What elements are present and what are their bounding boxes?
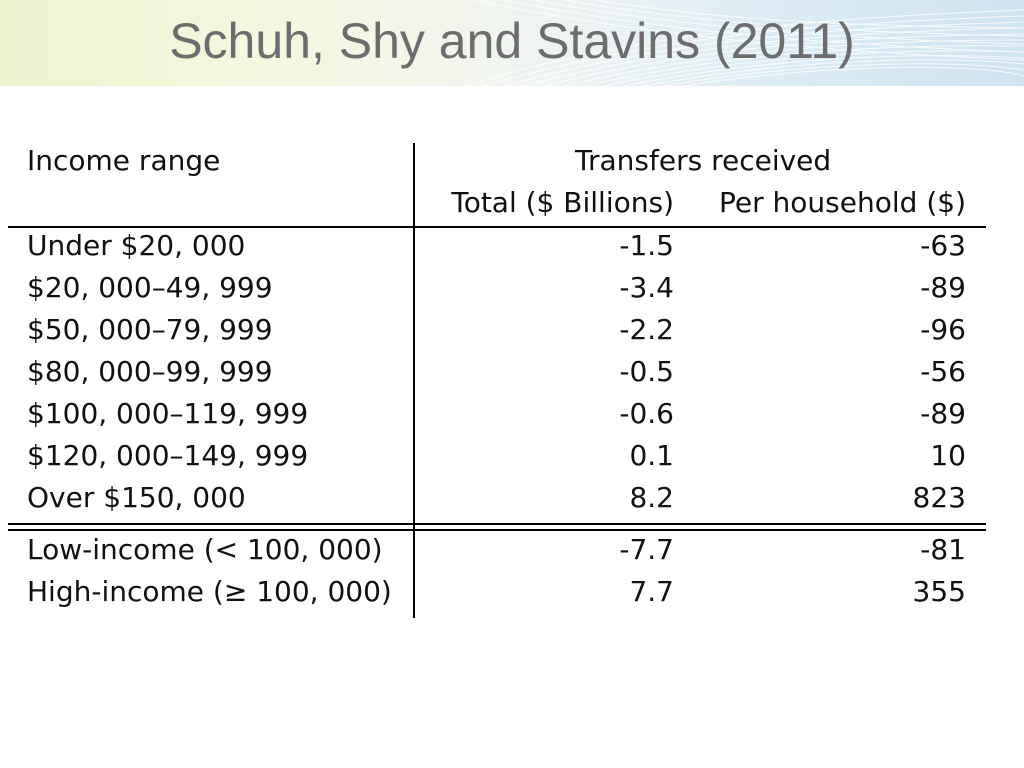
header-per-household: Per household ($) <box>719 186 966 219</box>
row-total: -3.4 <box>619 271 674 304</box>
row-per-household: -89 <box>920 397 966 430</box>
header-total: Total ($ Billions) <box>451 186 674 219</box>
row-range: $100, 000–119, 999 <box>27 397 309 430</box>
double-rule-top <box>8 523 986 525</box>
double-rule-bottom <box>8 529 986 531</box>
row-per-household: 10 <box>930 439 966 472</box>
row-per-household: 823 <box>912 481 966 514</box>
row-range: $80, 000–99, 999 <box>27 355 273 388</box>
summary-per-household: 355 <box>912 575 966 608</box>
column-divider <box>413 143 415 618</box>
row-total: 0.1 <box>629 439 674 472</box>
row-total: -2.2 <box>619 313 674 346</box>
row-per-household: -56 <box>920 355 966 388</box>
row-range: Over $150, 000 <box>27 481 246 514</box>
title-banner: Schuh, Shy and Stavins (2011) <box>0 0 1024 86</box>
summary-range: High-income (≥ 100, 000) <box>27 575 392 608</box>
summary-range: Low-income (< 100, 000) <box>27 533 383 566</box>
row-per-household: -89 <box>920 271 966 304</box>
banner-decoration <box>464 0 1024 86</box>
slide-title: Schuh, Shy and Stavins (2011) <box>169 13 855 69</box>
row-total: -1.5 <box>619 229 674 262</box>
row-total: 8.2 <box>629 481 674 514</box>
summary-per-household: -81 <box>920 533 966 566</box>
row-range: $50, 000–79, 999 <box>27 313 273 346</box>
header-rule <box>8 226 986 228</box>
summary-total: 7.7 <box>629 575 674 608</box>
row-range: $20, 000–49, 999 <box>27 271 273 304</box>
header-income-range: Income range <box>27 144 221 177</box>
row-total: -0.6 <box>619 397 674 430</box>
row-range: Under $20, 000 <box>27 229 246 262</box>
row-per-household: -63 <box>920 229 966 262</box>
row-range: $120, 000–149, 999 <box>27 439 309 472</box>
row-total: -0.5 <box>619 355 674 388</box>
summary-total: -7.7 <box>619 533 674 566</box>
header-transfers-received: Transfers received <box>575 144 832 177</box>
row-per-household: -96 <box>920 313 966 346</box>
